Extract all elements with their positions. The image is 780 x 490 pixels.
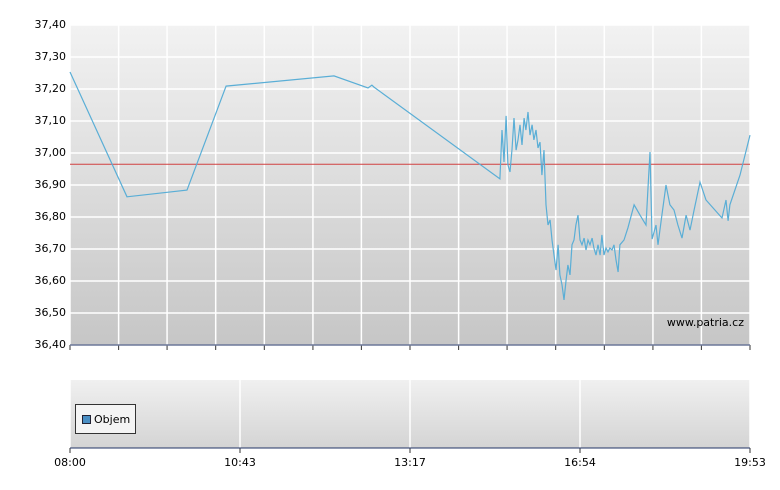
x-tick-label: 08:00: [54, 456, 86, 469]
y-tick-label: 37,30: [35, 50, 67, 63]
x-tick-label: 10:43: [224, 456, 256, 469]
y-tick-label: 37,40: [35, 18, 67, 31]
y-tick-label: 36,40: [35, 338, 67, 351]
y-tick-label: 37,10: [35, 114, 67, 127]
x-tick-label: 19:53: [734, 456, 766, 469]
y-tick-label: 37,00: [35, 146, 67, 159]
watermark: www.patria.cz: [667, 316, 744, 329]
y-tick-label: 36,60: [35, 274, 67, 287]
y-tick-label: 36,80: [35, 210, 67, 223]
y-tick-label: 36,90: [35, 178, 67, 191]
price-line: [69, 71, 751, 300]
x-tick-label: 16:54: [564, 456, 596, 469]
legend-label: Objem: [94, 413, 130, 426]
legend-swatch: [82, 415, 91, 424]
y-tick-label: 36,50: [35, 306, 67, 319]
x-tick-label: 13:17: [394, 456, 426, 469]
y-tick-label: 36,70: [35, 242, 67, 255]
y-tick-label: 37,20: [35, 82, 67, 95]
